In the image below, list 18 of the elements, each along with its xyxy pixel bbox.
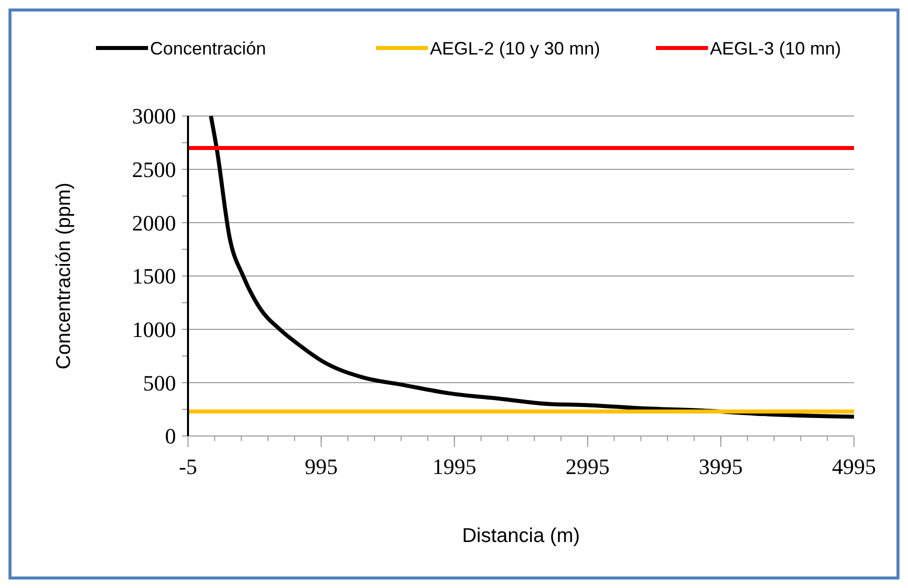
legend-label: Concentración [150, 38, 266, 58]
y-axis-title: Concentración (ppm) [53, 182, 75, 370]
x-tick-label: 3995 [698, 454, 743, 479]
x-tick-label: 995 [304, 454, 338, 479]
y-tick-label: 0 [165, 424, 176, 449]
x-tick-label: 2995 [566, 454, 610, 479]
y-tick-label: 500 [143, 370, 176, 396]
x-tick-label: 1995 [432, 454, 476, 479]
legend-label: AEGL-2 (10 y 30 mn) [430, 38, 600, 58]
y-tick-label: 1500 [132, 264, 176, 289]
y-tick-label: 2000 [132, 210, 176, 236]
x-tick-label: 4995 [832, 454, 876, 479]
y-tick-label: 1000 [132, 317, 176, 342]
y-tick-label: 2500 [132, 157, 176, 182]
y-tick-label: 3000 [132, 104, 176, 129]
x-axis-title: Distancia (m) [462, 525, 580, 547]
legend-label: AEGL-3 (10 mn) [710, 38, 842, 58]
x-tick-label: -5 [178, 454, 198, 479]
